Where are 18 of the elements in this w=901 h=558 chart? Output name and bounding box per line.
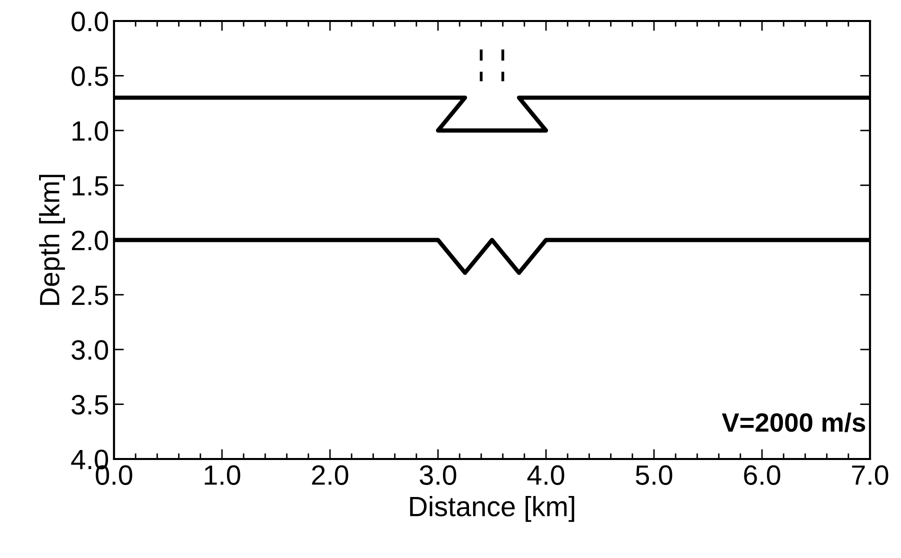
annotation: V=2000 m/s [722,412,866,432]
y-tick-label: 2.5 [72,285,108,306]
y-tick-label: 0.5 [72,66,108,86]
y-tick-label: 3.0 [72,340,108,360]
x-tick-label: 2.0 [312,465,348,485]
y-tick-label: 3.5 [72,394,108,415]
x-tick-label: 6.0 [744,465,780,485]
x-tick-label: 3.0 [420,465,456,485]
y-tick-label: 1.5 [72,176,108,196]
x-tick-label: 7.0 [852,465,888,485]
y-axis-title: Depth [km] [39,174,65,305]
y-tick-label: 0.0 [72,12,108,32]
x-tick-label: 1.0 [204,465,240,485]
y-tick-label: 2.0 [72,230,108,250]
x-axis-title: Distance [km] [410,496,574,522]
x-tick-label: 4.0 [527,465,564,485]
y-tick-label: 1.0 [72,121,108,141]
x-tick-label: 5.0 [636,465,672,485]
